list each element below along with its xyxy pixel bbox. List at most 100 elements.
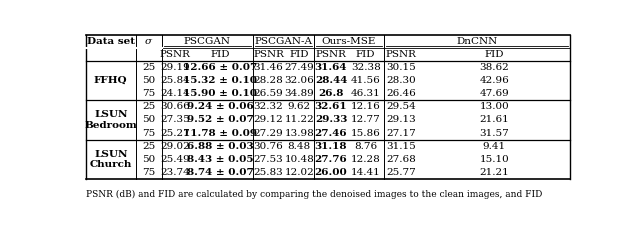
Text: 8.74 ± 0.07: 8.74 ± 0.07 [187,168,253,177]
Text: 14.41: 14.41 [351,168,381,177]
Text: 27.76: 27.76 [315,155,348,164]
Text: Church: Church [90,160,132,169]
Text: 13.00: 13.00 [479,102,509,111]
Text: 9.62: 9.62 [287,102,311,111]
Text: 15.10: 15.10 [479,155,509,164]
Text: PSNR (dB) and FID are calculated by comparing the denoised images to the clean i: PSNR (dB) and FID are calculated by comp… [86,190,542,199]
Text: 21.21: 21.21 [479,168,509,177]
Text: 42.96: 42.96 [479,76,509,85]
Text: 26.46: 26.46 [386,89,416,98]
Text: 9.24 ± 0.06: 9.24 ± 0.06 [187,102,253,111]
Text: 27.53: 27.53 [253,155,284,164]
Text: 25: 25 [142,142,156,151]
Text: 25.27: 25.27 [160,129,190,138]
Text: 9.41: 9.41 [483,142,506,151]
Text: 46.31: 46.31 [351,89,381,98]
Text: 29.02: 29.02 [160,142,190,151]
Text: 27.49: 27.49 [284,63,314,72]
Text: 75: 75 [142,89,156,98]
Text: 25.84: 25.84 [160,76,190,85]
Text: 28.44: 28.44 [315,76,347,85]
Text: 15.90 ± 0.10: 15.90 ± 0.10 [184,89,257,98]
Text: 31.18: 31.18 [315,142,348,151]
Text: Ours-MSE: Ours-MSE [322,37,376,46]
Text: 32.06: 32.06 [284,76,314,85]
Text: 26.8: 26.8 [318,89,344,98]
Text: 27.17: 27.17 [386,129,416,138]
Text: PSCGAN: PSCGAN [184,37,231,46]
Text: PSCGAN-A: PSCGAN-A [254,37,312,46]
Text: 8.76: 8.76 [354,142,377,151]
Text: FID: FID [484,50,504,59]
Text: 6.88 ± 0.03: 6.88 ± 0.03 [187,142,253,151]
Text: 25: 25 [142,102,156,111]
Text: 31.64: 31.64 [315,63,348,72]
Text: 29.12: 29.12 [253,115,284,125]
Text: FFHQ: FFHQ [94,76,127,85]
Text: 31.57: 31.57 [479,129,509,138]
Text: 15.86: 15.86 [351,129,381,138]
Text: PSNR: PSNR [316,50,346,59]
Text: 25.83: 25.83 [253,168,284,177]
Text: FID: FID [289,50,309,59]
Text: 30.76: 30.76 [253,142,284,151]
Text: 12.66 ± 0.07: 12.66 ± 0.07 [183,63,257,72]
Text: 8.43 ± 0.05: 8.43 ± 0.05 [187,155,253,164]
Text: 13.98: 13.98 [284,129,314,138]
Text: 12.16: 12.16 [351,102,381,111]
Text: 41.56: 41.56 [351,76,381,85]
Text: FID: FID [356,50,376,59]
Text: 29.54: 29.54 [386,102,416,111]
Text: 50: 50 [142,115,156,125]
Text: 75: 75 [142,129,156,138]
Text: 27.68: 27.68 [386,155,416,164]
Text: LSUN: LSUN [94,110,127,119]
Text: 25.49: 25.49 [160,155,190,164]
Text: 10.48: 10.48 [284,155,314,164]
Text: 28.30: 28.30 [386,76,416,85]
Text: 26.00: 26.00 [315,168,348,177]
Text: 21.61: 21.61 [479,115,509,125]
Text: PSNR: PSNR [385,50,417,59]
Text: 34.89: 34.89 [284,89,314,98]
Text: 11.78 ± 0.09: 11.78 ± 0.09 [184,129,257,138]
Text: 12.77: 12.77 [351,115,381,125]
Text: 29.19: 29.19 [160,63,190,72]
Text: 25.77: 25.77 [386,168,416,177]
Text: 50: 50 [142,76,156,85]
Text: 32.32: 32.32 [253,102,284,111]
Text: 29.33: 29.33 [315,115,347,125]
Text: 30.15: 30.15 [386,63,416,72]
Text: FID: FID [211,50,230,59]
Text: 29.13: 29.13 [386,115,416,125]
Text: 12.28: 12.28 [351,155,381,164]
Text: 9.52 ± 0.07: 9.52 ± 0.07 [187,115,253,125]
Text: 26.59: 26.59 [253,89,284,98]
Text: 27.29: 27.29 [253,129,284,138]
Text: 30.66: 30.66 [160,102,190,111]
Text: 23.74: 23.74 [160,168,190,177]
Text: 38.62: 38.62 [479,63,509,72]
Text: 24.14: 24.14 [160,89,190,98]
Text: 32.61: 32.61 [315,102,348,111]
Text: 15.32 ± 0.10: 15.32 ± 0.10 [184,76,257,85]
Text: 31.46: 31.46 [253,63,284,72]
Text: PSNR: PSNR [159,50,191,59]
Text: PSNR: PSNR [253,50,284,59]
Text: 50: 50 [142,155,156,164]
Text: 32.38: 32.38 [351,63,381,72]
Text: LSUN: LSUN [94,150,127,159]
Text: 28.28: 28.28 [253,76,284,85]
Text: DnCNN: DnCNN [456,37,497,46]
Text: 27.46: 27.46 [315,129,348,138]
Text: 31.15: 31.15 [386,142,416,151]
Text: Bedroom: Bedroom [84,121,137,130]
Text: σ: σ [145,37,152,46]
Text: 12.02: 12.02 [284,168,314,177]
Text: 75: 75 [142,168,156,177]
Text: 27.35: 27.35 [160,115,190,125]
Text: 47.69: 47.69 [479,89,509,98]
Text: 25: 25 [142,63,156,72]
Text: 11.22: 11.22 [284,115,314,125]
Text: Data set: Data set [87,37,135,46]
